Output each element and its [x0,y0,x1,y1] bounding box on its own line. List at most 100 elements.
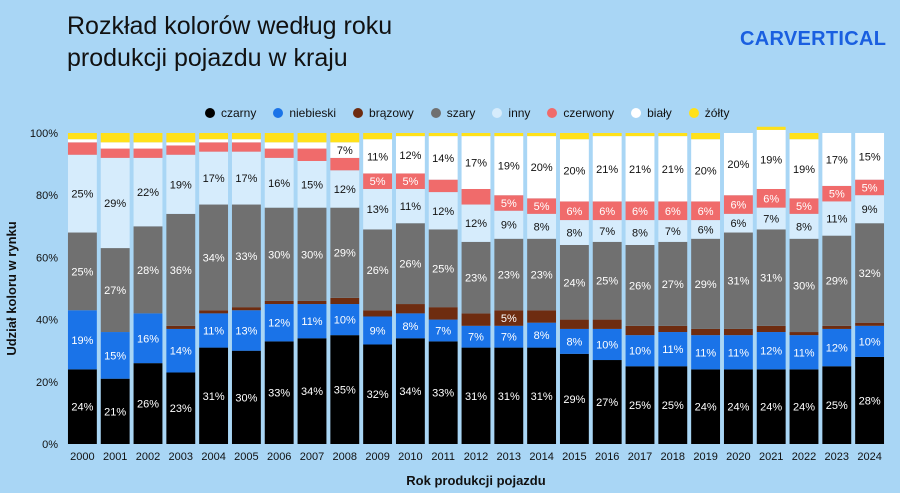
bar-segment-brązowy-2018 [658,325,688,333]
bar-segment-czerwony-2007 [297,148,327,161]
bar-segment-szary-2013 [494,238,524,311]
bar-segment-brązowy-2023 [822,325,852,329]
bar-segment-żółty-2015 [559,133,589,140]
bar-segment-żółty-2018 [658,133,688,137]
data-label: 11% [203,325,224,337]
data-label: 19% [760,154,782,166]
bar-segment-inny-2023 [822,201,852,236]
bar-segment-czarny-2013 [494,347,524,444]
bar-segment-czerwony-2006 [264,148,294,158]
bar-segment-niebieski-2013 [494,325,524,348]
data-label: 24% [727,402,749,414]
bar-segment-czarny-2019 [691,369,721,444]
data-label: 11% [400,201,421,213]
bar-segment-biały-2020 [723,133,753,196]
data-label: 34% [203,252,225,264]
data-label: 10% [596,339,618,351]
bar-segment-żółty-2009 [363,133,393,140]
x-tick-label: 2021 [759,451,783,463]
bar-segment-brązowy-2010 [395,304,425,314]
bar-segment-szary-2019 [691,238,721,329]
legend-item-0: czarny [205,104,256,122]
legend-swatch [631,108,642,118]
data-label: 5% [796,201,812,213]
bar-segment-brązowy-2006 [264,300,294,305]
data-label: 11% [728,347,749,359]
data-label: 14% [432,153,454,165]
bar-segment-inny-2005 [231,151,261,205]
data-label: 23% [170,403,192,415]
bar-segment-czarny-2021 [756,369,786,444]
bar-segment-niebieski-2014 [527,322,557,348]
bar-segment-niebieski-2000 [67,310,97,370]
data-label: 17% [235,173,257,185]
legend-item-7: żółty [688,104,729,122]
data-label: 30% [301,249,323,261]
bar-segment-inny-2012 [461,204,491,242]
bar-segment-czerwony-2024 [855,179,885,196]
legend-item-2: brązowy [353,104,414,122]
bar-segment-szary-2014 [527,238,557,311]
data-label: 8% [632,228,648,240]
data-label: 24% [695,402,717,414]
data-label: 10% [859,336,881,348]
bar-segment-brązowy-2015 [559,319,589,329]
data-label: 5% [829,189,845,201]
bar-segment-żółty-2006 [264,133,294,143]
bar-segment-biały-2009 [363,139,393,174]
data-label: 15% [859,151,881,163]
legend-swatch [547,108,558,118]
bar-segment-inny-2000 [67,154,97,233]
bar-segment-brązowy-2007 [297,300,327,305]
bar-segment-inny-2013 [494,210,524,239]
bar-segment-biały-2023 [822,133,852,186]
bar-segment-biały-2002 [133,142,163,149]
data-label: 7% [501,332,517,344]
data-label: 29% [104,198,126,210]
data-label: 25% [596,276,618,288]
bar-segment-brązowy-2020 [723,328,753,336]
bar-segment-żółty-2010 [395,133,425,137]
data-label: 26% [137,399,159,411]
data-label: 19% [170,179,192,191]
data-label: 31% [760,273,782,285]
data-label: 31% [465,391,487,403]
bar-segment-biały-2008 [330,142,360,158]
legend-swatch [205,108,215,118]
bar-segment-biały-2016 [592,136,622,202]
bar-segment-inny-2019 [691,220,721,239]
data-label: 19% [498,161,520,173]
legend-item-4: inny [492,104,530,122]
data-label: 10% [334,315,356,327]
data-label: 11% [695,347,716,359]
bar-segment-biały-2022 [789,139,819,199]
legend-item-3: szary [430,104,475,122]
bar-segment-inny-2009 [363,188,393,230]
bar-segment-inny-2008 [330,170,360,208]
bar-segment-biały-2003 [166,142,196,146]
bar-segment-niebieski-2007 [297,304,327,339]
x-tick-label: 2003 [169,451,193,463]
bar-segment-szary-2012 [461,241,491,314]
bar-segment-biały-2004 [199,139,229,143]
legend-swatch [430,108,441,118]
bar-segment-żółty-2011 [428,133,458,137]
data-label: 33% [432,388,454,400]
y-tick-label: 40% [36,315,58,327]
bar-segment-czerwony-2017 [625,201,655,221]
bar-segment-żółty-2000 [67,133,97,140]
data-label: 13% [235,325,257,337]
data-label: 27% [104,285,126,297]
bar-segment-niebieski-2010 [395,313,425,339]
data-label: 11% [793,347,814,359]
bar-segment-inny-2021 [756,207,786,230]
data-label: 25% [826,400,848,412]
data-label: 28% [859,395,881,407]
bar-segment-niebieski-2015 [559,328,589,354]
data-label: 25% [662,400,684,412]
data-label: 8% [796,221,812,233]
bar-segment-inny-2016 [592,220,622,242]
bar-segment-szary-2023 [822,235,852,326]
x-tick-label: 2014 [529,451,553,463]
bar-segment-niebieski-2016 [592,328,622,361]
